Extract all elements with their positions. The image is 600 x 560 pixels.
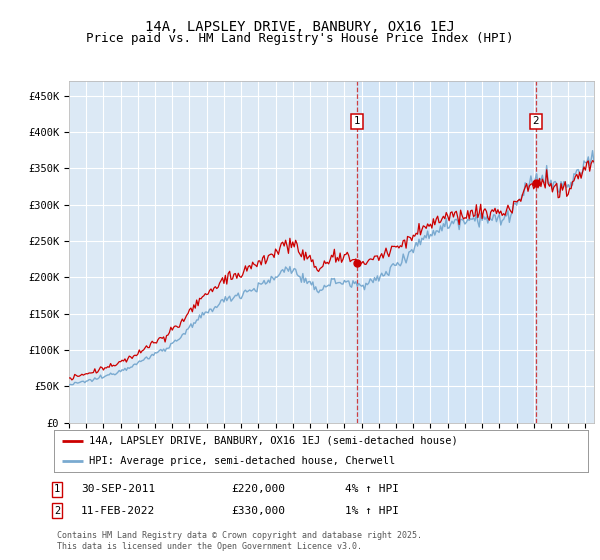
Bar xyxy=(358,81,536,423)
Text: 4% ↑ HPI: 4% ↑ HPI xyxy=(345,484,399,494)
Text: 1% ↑ HPI: 1% ↑ HPI xyxy=(345,506,399,516)
Text: 2: 2 xyxy=(54,506,60,516)
Text: HPI: Average price, semi-detached house, Cherwell: HPI: Average price, semi-detached house,… xyxy=(89,456,395,466)
Text: 11-FEB-2022: 11-FEB-2022 xyxy=(81,506,155,516)
Text: 1: 1 xyxy=(354,116,361,126)
Text: 1: 1 xyxy=(54,484,60,494)
Text: 30-SEP-2011: 30-SEP-2011 xyxy=(81,484,155,494)
Text: £330,000: £330,000 xyxy=(231,506,285,516)
Text: 14A, LAPSLEY DRIVE, BANBURY, OX16 1EJ: 14A, LAPSLEY DRIVE, BANBURY, OX16 1EJ xyxy=(145,20,455,34)
Text: Contains HM Land Registry data © Crown copyright and database right 2025.
This d: Contains HM Land Registry data © Crown c… xyxy=(57,531,422,550)
Text: 2: 2 xyxy=(533,116,539,126)
Text: Price paid vs. HM Land Registry's House Price Index (HPI): Price paid vs. HM Land Registry's House … xyxy=(86,32,514,45)
Text: £220,000: £220,000 xyxy=(231,484,285,494)
Text: 14A, LAPSLEY DRIVE, BANBURY, OX16 1EJ (semi-detached house): 14A, LAPSLEY DRIVE, BANBURY, OX16 1EJ (s… xyxy=(89,436,457,446)
